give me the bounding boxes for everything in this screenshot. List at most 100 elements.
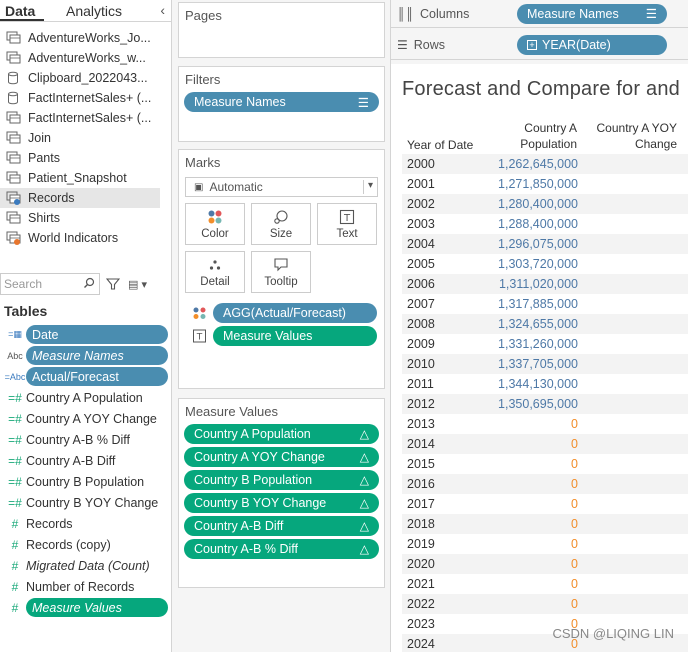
col-header-country-a-population[interactable]: Country A Population [489,120,577,152]
field-item[interactable]: Abc Measure Names [0,345,172,366]
year-cell[interactable]: 2020 [407,557,435,571]
population-cell[interactable]: 0 [571,577,578,591]
population-cell[interactable]: 0 [571,497,578,511]
pages-card[interactable]: Pages [178,2,385,58]
population-cell[interactable]: 1,311,020,000 [498,277,578,291]
population-cell[interactable]: 0 [571,417,578,431]
columns-pill-measure-names[interactable]: Measure Names ☰ [517,3,667,24]
tab-analytics[interactable]: Analytics [66,3,123,19]
population-cell[interactable]: 0 [571,597,578,611]
year-cell[interactable]: 2008 [407,317,435,331]
view-options-icon[interactable]: ▤ ▾ [128,278,147,291]
population-cell[interactable]: 0 [571,477,578,491]
population-cell[interactable]: 0 [571,557,578,571]
field-item[interactable]: =# Country A-B Diff [0,450,172,471]
population-cell[interactable]: 1,280,400,000 [498,197,578,211]
measure-value-pill[interactable]: Country A-B Diff △ [184,516,379,536]
year-cell[interactable]: 2015 [407,457,435,471]
year-cell[interactable]: 2012 [407,397,435,411]
field-item[interactable]: # Records [0,513,172,534]
col-header-country-a-yoy[interactable]: Country A YOY Change [585,120,678,152]
year-cell[interactable]: 2011 [407,377,434,391]
datasource-item[interactable]: Records [0,188,160,208]
year-cell[interactable]: 2018 [407,517,435,531]
datasource-item[interactable]: Clipboard_2022043... [0,68,171,88]
population-cell[interactable]: 1,344,130,000 [498,377,578,391]
field-item[interactable]: =# Country A-B % Diff [0,429,172,450]
year-cell[interactable]: 2002 [407,197,435,211]
size-button[interactable]: Size [251,203,311,245]
field-item[interactable]: =▦ Date [0,324,172,345]
population-cell[interactable]: 0 [571,517,578,531]
field-item[interactable]: =# Country A Population [0,387,172,408]
mark-pill-actual-forecast[interactable]: AGG(Actual/Forecast) [213,303,377,323]
population-cell[interactable]: 0 [571,457,578,471]
year-cell[interactable]: 2000 [407,157,435,171]
population-cell[interactable]: 0 [571,437,578,451]
year-cell[interactable]: 2016 [407,477,435,491]
rows-pill-year-date[interactable]: + YEAR(Date) [517,34,667,55]
measure-value-pill[interactable]: Country A-B % Diff △ [184,539,379,559]
field-item[interactable]: # Measure Values [0,597,172,618]
population-cell[interactable]: 1,337,705,000 [498,357,578,371]
year-cell[interactable]: 2003 [407,217,435,231]
population-cell[interactable]: 1,324,655,000 [498,317,578,331]
tab-data[interactable]: Data [0,0,44,21]
datasource-item[interactable]: Join [0,128,171,148]
datasource-item[interactable]: Shirts [0,208,171,228]
year-cell[interactable]: 2013 [407,417,435,431]
year-cell[interactable]: 2006 [407,277,435,291]
filter-icon[interactable] [106,277,120,291]
measure-value-pill[interactable]: Country A YOY Change △ [184,447,379,467]
datasource-item[interactable]: World Indicators [0,228,171,248]
population-cell[interactable]: 1,350,695,000 [498,397,578,411]
measure-value-pill[interactable]: Country A Population △ [184,424,379,444]
measure-value-pill[interactable]: Country B YOY Change △ [184,493,379,513]
datasource-item[interactable]: Pants [0,148,171,168]
collapse-pane-icon[interactable]: ‹ [160,2,165,18]
field-item[interactable]: =# Country B YOY Change [0,492,172,513]
field-item[interactable]: # Number of Records [0,576,172,597]
text-button[interactable]: T Text [317,203,377,245]
year-cell[interactable]: 2005 [407,257,435,271]
datasource-item[interactable]: AdventureWorks_w... [0,48,171,68]
mark-type-dropdown[interactable]: ▣ Automatic ▾ [185,177,378,197]
year-cell[interactable]: 2023 [407,617,435,631]
population-cell[interactable]: 0 [571,537,578,551]
population-cell[interactable]: 0 [571,637,578,651]
field-item[interactable]: =# Country A YOY Change [0,408,172,429]
population-cell[interactable]: 1,271,850,000 [498,177,578,191]
datasource-item[interactable]: AdventureWorks_Jo... [0,28,171,48]
row-header-year-of-date[interactable]: Year of Date [407,138,474,152]
population-cell[interactable]: 1,303,720,000 [498,257,578,271]
measure-value-pill[interactable]: Country B Population △ [184,470,379,490]
year-cell[interactable]: 2004 [407,237,435,251]
year-cell[interactable]: 2001 [407,177,435,191]
year-cell[interactable]: 2010 [407,357,435,371]
expand-plus-icon[interactable]: + [527,39,537,50]
year-cell[interactable]: 2022 [407,597,435,611]
year-cell[interactable]: 2007 [407,297,435,311]
field-item[interactable]: =# Country B Population [0,471,172,492]
population-cell[interactable]: 1,317,885,000 [498,297,578,311]
year-cell[interactable]: 2024 [407,637,435,651]
year-cell[interactable]: 2014 [407,437,435,451]
tooltip-button[interactable]: Tooltip [251,251,311,293]
datasource-item[interactable]: Patient_Snapshot [0,168,171,188]
population-cell[interactable]: 1,296,075,000 [498,237,578,251]
detail-button[interactable]: Detail [185,251,245,293]
field-item[interactable]: =Abc Actual/Forecast [0,366,172,387]
field-item[interactable]: # Migrated Data (Count) [0,555,172,576]
year-cell[interactable]: 2021 [407,577,435,591]
population-cell[interactable]: 0 [571,617,578,631]
field-item[interactable]: # Records (copy) [0,534,172,555]
year-cell[interactable]: 2009 [407,337,435,351]
filter-pill-measure-names[interactable]: Measure Names ☰ [184,92,379,112]
year-cell[interactable]: 2019 [407,537,435,551]
population-cell[interactable]: 1,262,645,000 [498,157,578,171]
year-cell[interactable]: 2017 [407,497,435,511]
datasource-item[interactable]: FactInternetSales+ (... [0,88,171,108]
mark-pill-measure-values[interactable]: Measure Values [213,326,377,346]
search-input[interactable]: Search [0,273,100,295]
color-button[interactable]: Color [185,203,245,245]
